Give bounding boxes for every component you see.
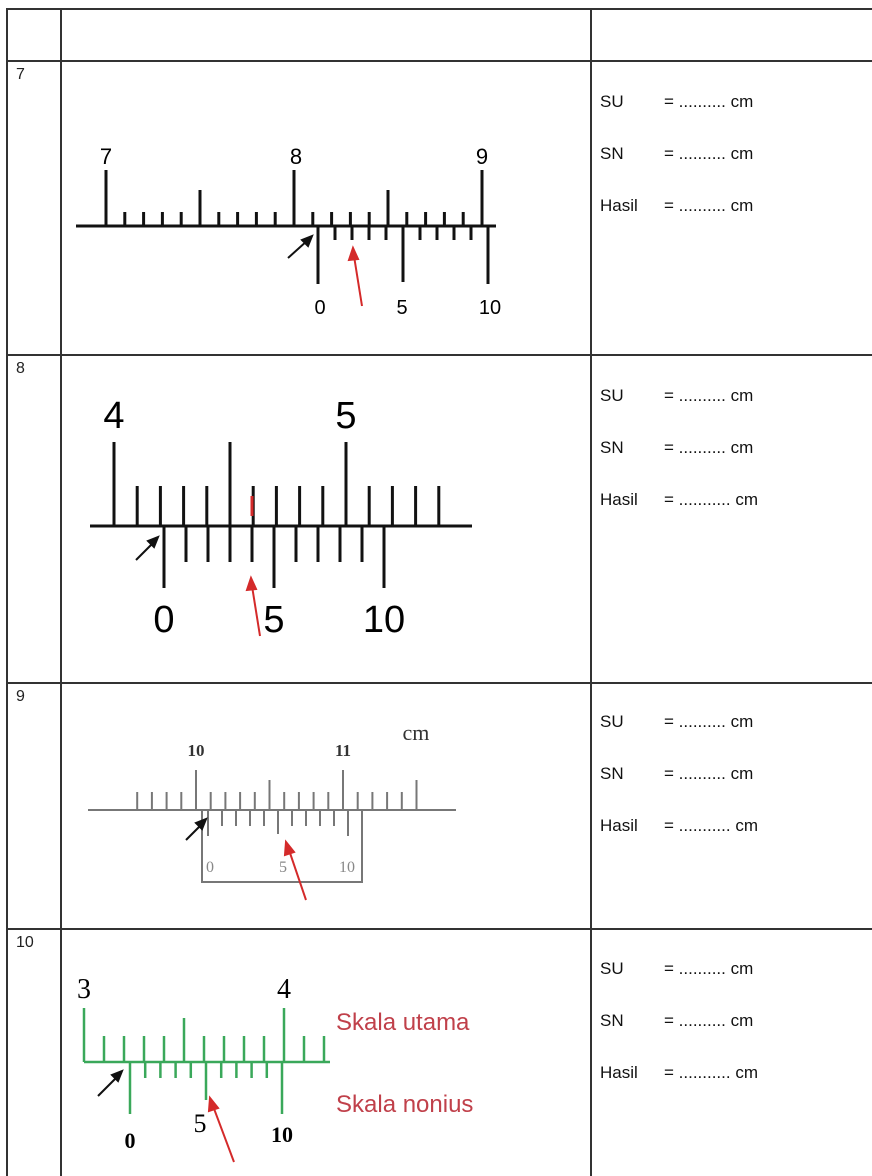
row-number: 7 (16, 66, 25, 83)
answer-blank: = .......... cm (664, 438, 754, 457)
answer-label: Hasil (600, 1063, 638, 1082)
answer-line-sn: SN = .......... cm (600, 438, 753, 458)
answer-line-su: SU = .......... cm (600, 712, 753, 732)
answer-label: SU (600, 712, 624, 731)
vernier-caliper-diagram-row9: 10 11 cm 0 5 10 (88, 720, 456, 901)
red-pointer-arrow (207, 1095, 235, 1163)
vernier-caliper-diagram-row8: 4 5 0 5 10 (90, 395, 472, 641)
main-scale-label: 10 (188, 741, 205, 760)
answer-blank: = .......... cm (664, 959, 754, 978)
table-divider-answer (590, 8, 592, 1176)
answer-line-su: SU = .......... cm (600, 92, 753, 112)
vernier-label: 5 (263, 599, 284, 641)
answer-label: Hasil (600, 816, 638, 835)
answer-line-hasil: Hasil = ........... cm (600, 1063, 758, 1083)
vernier-label: 0 (314, 297, 325, 319)
answer-label: SN (600, 144, 624, 163)
main-scale-label: 5 (335, 395, 356, 437)
answer-label: SN (600, 1011, 624, 1030)
main-scale-ticks (112, 442, 441, 588)
answer-blank: = .......... cm (664, 144, 754, 163)
red-pointer-arrow (283, 839, 307, 901)
answer-blank: = .......... cm (664, 764, 754, 783)
answer-line-sn: SN = .......... cm (600, 1011, 753, 1031)
vernier-label: 0 (206, 859, 214, 876)
black-pointer-arrow (97, 1069, 124, 1097)
main-scale-label: 9 (476, 144, 488, 169)
answer-blank: = ........... cm (664, 1063, 758, 1082)
vernier-label: 5 (194, 1109, 207, 1138)
row-separator (6, 60, 872, 62)
vernier-label: 10 (363, 599, 405, 641)
table-border-top (6, 8, 872, 10)
answer-blank: = .......... cm (664, 1011, 754, 1030)
main-scale-label: 3 (77, 974, 91, 1005)
answer-blank: = ........... cm (664, 490, 758, 509)
answer-blank: = .......... cm (664, 196, 754, 215)
row-separator (6, 354, 872, 356)
vernier-label: 5 (396, 297, 407, 319)
black-pointer-arrow (287, 234, 314, 259)
main-scale-ticks (136, 770, 418, 836)
main-scale-name: Skala utama (336, 1009, 470, 1036)
main-scale-ticks (104, 170, 490, 284)
row-number: 8 (16, 360, 25, 377)
answer-label: Hasil (600, 490, 638, 509)
row-separator (6, 682, 872, 684)
answer-label: SN (600, 438, 624, 457)
red-pointer-arrow (245, 575, 261, 637)
unit-label: cm (403, 720, 430, 745)
vernier-label: 0 (125, 1128, 136, 1153)
red-pointer-arrow (347, 245, 363, 307)
main-scale-label: 11 (335, 741, 351, 760)
vernier-caliper-diagram-row10: 3 4 Skala utama Skala nonius 0 5 10 (77, 974, 473, 1163)
answer-line-sn: SN = .......... cm (600, 764, 753, 784)
answer-label: SU (600, 386, 624, 405)
main-scale-label: 8 (290, 144, 302, 169)
vernier-label: 0 (153, 599, 174, 641)
vernier-caliper-diagram-row7: 7 8 9 0 5 10 (76, 144, 501, 319)
answer-label: Hasil (600, 196, 638, 215)
black-pointer-arrow (185, 817, 208, 841)
table-divider-number (60, 8, 62, 1176)
answer-line-hasil: Hasil = .......... cm (600, 196, 753, 216)
vernier-scale-name: Skala nonius (336, 1091, 473, 1118)
answer-line-hasil: Hasil = ........... cm (600, 490, 758, 510)
answer-label: SU (600, 92, 624, 111)
answer-label: SN (600, 764, 624, 783)
vernier-plate (201, 809, 363, 883)
answer-blank: = ........... cm (664, 816, 758, 835)
answer-line-hasil: Hasil = ........... cm (600, 816, 758, 836)
answer-blank: = .......... cm (664, 92, 754, 111)
main-scale-ticks (82, 1008, 326, 1114)
row-number: 10 (16, 934, 34, 951)
table-border-left (6, 8, 8, 1176)
row-separator (6, 928, 872, 930)
vernier-label: 10 (479, 297, 501, 319)
vernier-label: 5 (279, 859, 287, 876)
answer-line-sn: SN = .......... cm (600, 144, 753, 164)
row-number: 9 (16, 688, 25, 705)
answer-label: SU (600, 959, 624, 978)
answer-line-su: SU = .......... cm (600, 386, 753, 406)
answer-line-su: SU = .......... cm (600, 959, 753, 979)
vernier-label: 10 (339, 859, 355, 876)
vernier-label: 10 (271, 1122, 293, 1147)
answer-blank: = .......... cm (664, 386, 754, 405)
main-scale-label: 4 (277, 974, 291, 1005)
main-scale-label: 4 (103, 395, 124, 437)
main-scale-label: 7 (100, 144, 112, 169)
black-pointer-arrow (135, 535, 160, 561)
answer-blank: = .......... cm (664, 712, 754, 731)
